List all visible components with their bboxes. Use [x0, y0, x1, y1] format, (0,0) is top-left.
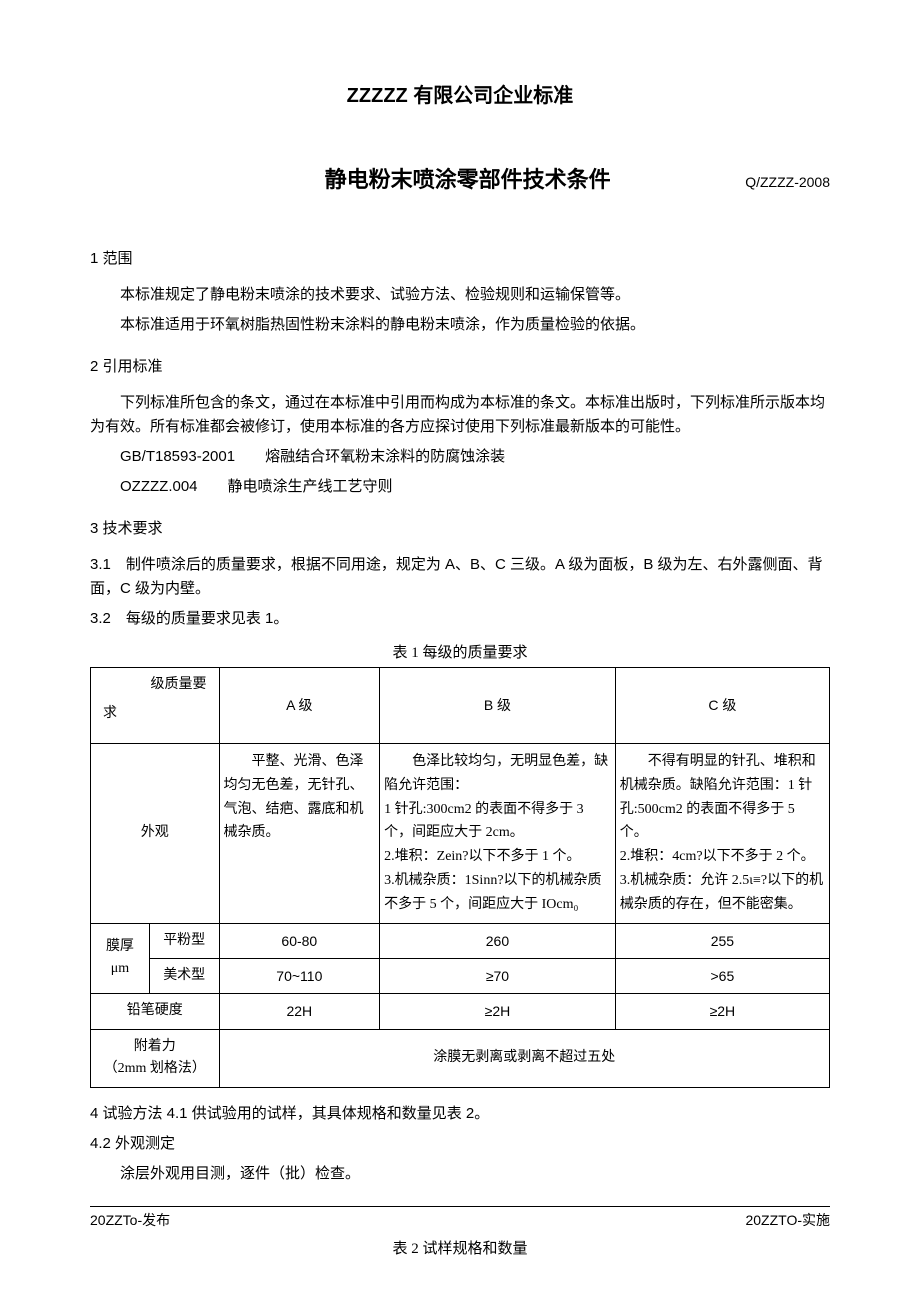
company-title: ZZZZZ 有限公司企业标准 — [90, 80, 830, 112]
row-appearance: 外观 — [91, 743, 220, 923]
sec2-ref2: OZZZZ.004 静电喷涂生产线工艺守则 — [120, 475, 830, 499]
doc-code: Q/ZZZZ-2008 — [745, 171, 830, 193]
thickness-label: 膜厚 — [106, 939, 134, 954]
flat-a: 60-80 — [219, 923, 380, 958]
diag-top: 级质量要 — [103, 674, 207, 696]
sec4-p41: 4 试验方法 4.1 供试验用的试样，其具体规格和数量见表 2。 — [90, 1102, 830, 1126]
adhesion-l2: （2mm 划格法） — [104, 1061, 206, 1076]
sec4-p42-body: 涂层外观用目测，逐件（批）检查。 — [90, 1162, 830, 1186]
adhesion-l1: 附着力 — [134, 1039, 176, 1054]
sec2-ref1: GB/T18593-2001 熔融结合环氧粉末涂料的防腐蚀涂装 — [120, 445, 830, 469]
art-a: 70~110 — [219, 958, 380, 993]
thickness-flat: 平粉型 — [149, 923, 219, 958]
diag-bot: 求 — [103, 703, 207, 725]
art-c: >65 — [615, 958, 829, 993]
th-diagonal: 级质量要 求 — [91, 668, 220, 744]
adhesion-val: 涂膜无剥离或剥离不超过五处 — [219, 1029, 830, 1087]
row-adhesion: 附着力 （2mm 划格法） — [91, 1029, 220, 1087]
cell-b-appearance: 色泽比较均匀，无明显色差，缺陷允许范围：1 针孔:300cm2 的表面不得多于 … — [380, 743, 616, 923]
cell-a-appearance: 平整、光滑、色泽均匀无色差，无针孔、气泡、结疤、露底和机械杂质。 — [219, 743, 380, 923]
flat-b: 260 — [380, 923, 616, 958]
hard-a: 22H — [219, 994, 380, 1029]
thickness-art: 美术型 — [149, 958, 219, 993]
table-row: 附着力 （2mm 划格法） 涂膜无剥离或剥离不超过五处 — [91, 1029, 830, 1087]
table-row: 级质量要 求 A 级 B 级 C 级 — [91, 668, 830, 744]
footer: 20ZZTo-发布 20ZZTO-实施 — [90, 1206, 830, 1231]
row-hardness: 铅笔硬度 — [91, 994, 220, 1029]
table-row: 外观 平整、光滑、色泽均匀无色差，无针孔、气泡、结疤、露底和机械杂质。 色泽比较… — [91, 743, 830, 923]
table-row: 美术型 70~110 ≥70 >65 — [91, 958, 830, 993]
hard-b: ≥2H — [380, 994, 616, 1029]
doc-title: 静电粉末喷涂零部件技术条件 — [90, 162, 745, 197]
sec4-p42: 4.2 外观测定 — [90, 1132, 830, 1156]
col-b: B 级 — [380, 668, 616, 744]
sec1-p2: 本标准适用于环氧树脂热固性粉末涂料的静电粉末喷涂，作为质量检验的依据。 — [90, 313, 830, 337]
row-thickness: 膜厚 μm — [91, 923, 150, 994]
col-c: C 级 — [615, 668, 829, 744]
cell-c-appearance: 不得有明显的针孔、堆积和机械杂质。缺陷允许范围：1 针孔:500cm2 的表面不… — [615, 743, 829, 923]
table-row: 膜厚 μm 平粉型 60-80 260 255 — [91, 923, 830, 958]
sec3-heading: 3 技术要求 — [90, 517, 830, 541]
footer-left: 20ZZTo-发布 — [90, 1209, 170, 1231]
sec1-p1: 本标准规定了静电粉末喷涂的技术要求、试验方法、检验规则和运输保管等。 — [90, 283, 830, 307]
thickness-unit: μm — [111, 961, 129, 976]
hard-c: ≥2H — [615, 994, 829, 1029]
footer-right: 20ZZTO-实施 — [745, 1209, 830, 1231]
table-row: 铅笔硬度 22H ≥2H ≥2H — [91, 994, 830, 1029]
sec3-p32: 3.2 每级的质量要求见表 1。 — [90, 607, 830, 631]
table1: 级质量要 求 A 级 B 级 C 级 外观 平整、光滑、色泽均匀无色差，无针孔、… — [90, 667, 830, 1087]
sec3-p31: 3.1 制件喷涂后的质量要求，根据不同用途，规定为 A、B、C 三级。A 级为面… — [90, 553, 830, 601]
doc-title-row: 静电粉末喷涂零部件技术条件 Q/ZZZZ-2008 — [90, 162, 830, 197]
art-b: ≥70 — [380, 958, 616, 993]
sec2-p1: 下列标准所包含的条文，通过在本标准中引用而构成为本标准的条文。本标准出版时，下列… — [90, 391, 830, 439]
table2-caption: 表 2 试样规格和数量 — [90, 1237, 830, 1261]
table1-caption: 表 1 每级的质量要求 — [90, 641, 830, 665]
sec2-heading: 2 引用标准 — [90, 355, 830, 379]
flat-c: 255 — [615, 923, 829, 958]
sec1-heading: 1 范围 — [90, 247, 830, 271]
col-a: A 级 — [219, 668, 380, 744]
